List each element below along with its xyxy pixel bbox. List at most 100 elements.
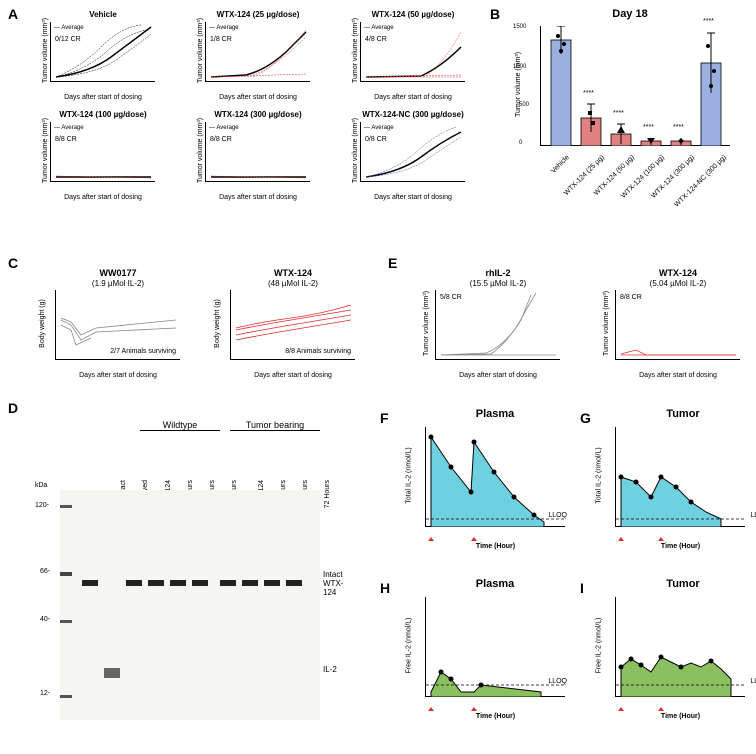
- arrows: [616, 697, 746, 711]
- ylabel: Tumor volume (mm³): [352, 18, 359, 83]
- i-title: Tumor: [618, 578, 748, 590]
- xlabel: Days after start of dosing: [361, 194, 465, 201]
- xlabel: Days after start of dosing: [51, 194, 155, 201]
- chart-a-nc: WTX-124-NC (300 µg/dose) — Average 0/8 C…: [360, 122, 465, 182]
- gel: [60, 490, 320, 720]
- ylabel: Tumor volume (mm³): [352, 118, 359, 183]
- ylabel: Free IL-2 (nmol/L): [596, 617, 603, 673]
- m120: 120-: [35, 502, 49, 509]
- panel-a-label: A: [8, 6, 18, 22]
- lloq: LLOQ: [548, 512, 567, 519]
- xlabel: Time (Hour): [426, 713, 565, 720]
- panel-e-label: E: [388, 255, 397, 271]
- chart-i: LLOQ Free IL-2 (nmol/L) Time (Hour): [615, 597, 745, 697]
- xlabel: Days after start of dosing: [51, 94, 155, 101]
- barlabel: WTX-124 (50 µg): [574, 154, 636, 216]
- plot-lines: [51, 22, 156, 82]
- plot-lines: [206, 122, 311, 182]
- arrows: [426, 527, 566, 541]
- chart-a-25: WTX-124 (25 µg/dose) — Average 1/8 CR Tu…: [205, 22, 310, 82]
- area: [426, 427, 566, 527]
- xlabel: Time (Hour): [616, 543, 745, 550]
- bar-chart-b: Tumor volume (mm³) **** **** **** **** *…: [540, 26, 730, 146]
- title: WW0177: [56, 268, 180, 278]
- tick: 0: [519, 140, 522, 146]
- m12: 12-: [40, 690, 50, 697]
- xlabel: Days after start of dosing: [56, 372, 180, 379]
- xlabel: Days after start of dosing: [231, 372, 355, 379]
- xlabel: Days after start of dosing: [361, 94, 465, 101]
- bars: [541, 26, 731, 146]
- panel-c-label: C: [8, 255, 18, 271]
- chart-c-1: WW0177 (1.9 µMol IL-2) 2/7 Animals survi…: [55, 290, 180, 360]
- h-title: Plasma: [430, 578, 560, 590]
- sub: (48 µMol IL-2): [231, 279, 355, 288]
- tick: 500: [519, 102, 529, 108]
- xlabel: Days after start of dosing: [616, 372, 740, 379]
- chart-e-1: rhIL-2 (15.5 µMol IL-2) 5/8 CR Tumor vol…: [435, 290, 560, 360]
- ylabel: Total IL-2 (nmol/L): [596, 447, 603, 503]
- xlabel: Time (Hour): [616, 713, 745, 720]
- chart-title: Vehicle: [51, 10, 155, 19]
- lloq: LLOQ: [750, 512, 756, 519]
- chart-title: WTX-124 (300 µg/dose): [206, 110, 310, 119]
- sub: (1.9 µMol IL-2): [56, 279, 180, 288]
- sub: (5.04 µMol IL-2): [616, 279, 740, 288]
- plot-lines: [206, 22, 311, 82]
- barlabel: WTX-124-NC (300 µg): [658, 154, 728, 224]
- plot-lines: [361, 22, 466, 82]
- chart-a-100: WTX-124 (100 µg/dose) — Average 8/8 CR T…: [50, 122, 155, 182]
- lines: [436, 290, 561, 360]
- area: [616, 597, 746, 697]
- chart-a-300: WTX-124 (300 µg/dose) — Average 8/8 CR T…: [205, 122, 310, 182]
- tick: 1000: [513, 64, 526, 70]
- ylabel: Tumor volume (mm³): [42, 118, 49, 183]
- panel-f-label: F: [380, 410, 389, 426]
- panel-h-label: H: [380, 580, 390, 596]
- lane: 72 Hours: [324, 480, 331, 530]
- il2-label: IL-2: [323, 665, 337, 674]
- chart-f: LLOQ Total IL-2 (nmol/L) Time (Hour): [425, 427, 565, 527]
- m40: 40-: [40, 616, 50, 623]
- m66: 66-: [40, 568, 50, 575]
- f-title: Plasma: [430, 408, 560, 420]
- sig: ****: [673, 124, 684, 131]
- chart-e-2: WTX-124 (5.04 µMol IL-2) 8/8 CR Tumor vo…: [615, 290, 740, 360]
- barlabel: WTX-124 (25 µg): [544, 154, 606, 216]
- xlabel: Days after start of dosing: [436, 372, 560, 379]
- chart-c-2: WTX-124 (48 µMol IL-2) 8/8 Animals survi…: [230, 290, 355, 360]
- title: rhIL-2: [436, 268, 560, 278]
- plot-lines: [361, 122, 466, 182]
- surviving: 2/7 Animals surviving: [110, 348, 176, 355]
- gel-panel: Wildtype Tumor bearing Intact Cleaved - …: [30, 420, 350, 730]
- wt-label: Wildtype: [140, 420, 220, 431]
- ylabel: Tumor volume (mm³): [603, 291, 610, 356]
- g-title: Tumor: [618, 408, 748, 420]
- ylabel: Body weight (g): [39, 299, 46, 348]
- panel-i-label: I: [580, 580, 584, 596]
- surviving: 8/8 Animals surviving: [285, 348, 351, 355]
- chart-title: WTX-124 (25 µg/dose): [206, 10, 310, 19]
- title: WTX-124: [231, 268, 355, 278]
- sig: ****: [583, 90, 594, 97]
- lloq: LLOQ: [548, 678, 567, 685]
- tick: 1500: [513, 24, 526, 30]
- sig: ****: [703, 18, 714, 25]
- ylabel: Body weight (g): [214, 299, 221, 348]
- xlabel: Days after start of dosing: [206, 194, 310, 201]
- panel-g-label: G: [580, 410, 591, 426]
- ylabel: Tumor volume (mm³): [423, 291, 430, 356]
- panel-b-label: B: [490, 6, 500, 22]
- ylabel: Tumor volume (mm³): [197, 118, 204, 183]
- sig: ****: [613, 110, 624, 117]
- xlabel: Days after start of dosing: [206, 94, 310, 101]
- b-title: Day 18: [540, 8, 720, 20]
- arrows: [616, 527, 746, 541]
- chart-title: WTX-124 (50 µg/dose): [361, 10, 465, 19]
- arrows: [426, 697, 566, 711]
- xlabel: Time (Hour): [426, 543, 565, 550]
- intact-label: Intact WTX-124: [323, 570, 350, 597]
- plot-lines: [51, 122, 156, 182]
- chart-g: LLOQ Total IL-2 (nmol/L) Time (Hour): [615, 427, 745, 527]
- area: [426, 597, 566, 697]
